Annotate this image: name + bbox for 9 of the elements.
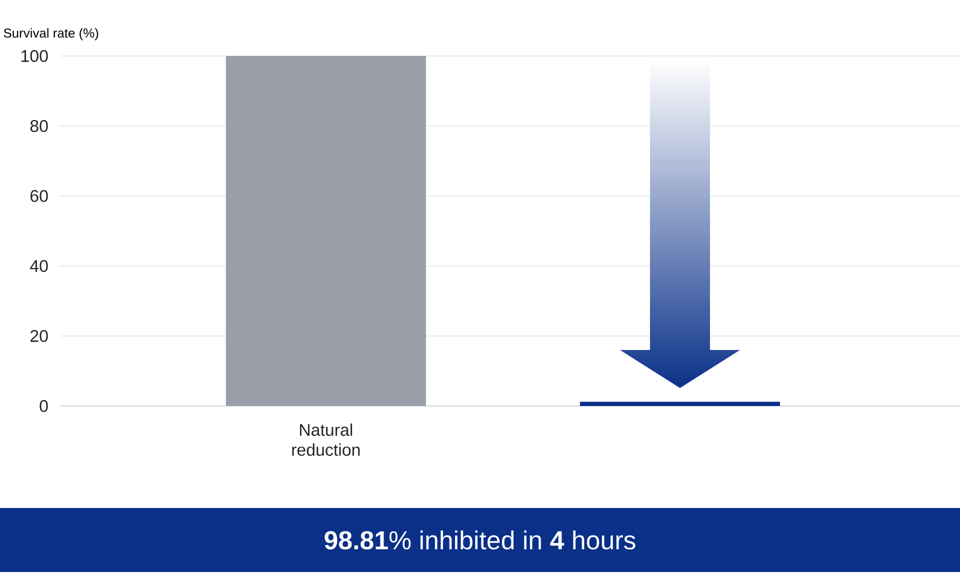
- y-tick-label: 40: [30, 260, 48, 272]
- text: 98.81% inhibited in 4 hours: [324, 530, 636, 550]
- y-tick-label: 80: [30, 120, 48, 132]
- x-tick-label: Natural reduction: [292, 424, 360, 456]
- y-axis-title: Survival rate (%): [4, 28, 98, 40]
- y-tick-label: 20: [30, 330, 48, 342]
- y-tick-label: 0: [40, 400, 48, 412]
- y-tick-label: 100: [22, 50, 48, 62]
- y-tick-label: 60: [30, 190, 48, 202]
